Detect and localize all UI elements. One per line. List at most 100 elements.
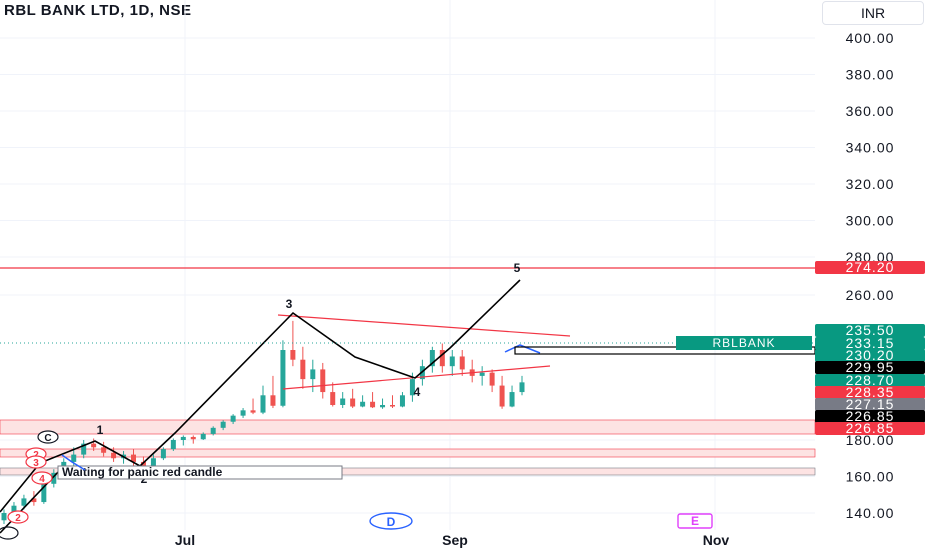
support-zone-upper [0, 419, 816, 435]
price-tag-value: 235.50 [846, 322, 895, 338]
price-tag-value: 233.15 [846, 335, 895, 351]
y-tick-label: 300.00 [846, 213, 895, 229]
price-tag [815, 337, 925, 350]
candle-body [180, 436, 186, 440]
x-tick-label: Nov [703, 532, 730, 548]
price-tag [815, 374, 925, 387]
candle-body [360, 401, 366, 407]
candle-body [31, 498, 37, 503]
price-tag [815, 386, 925, 399]
candle-body [479, 372, 485, 376]
candle-body [150, 458, 156, 466]
candle-body [111, 452, 117, 459]
candle-body [51, 472, 57, 484]
price-tag-value: 228.70 [846, 372, 895, 388]
earnings-marker [677, 513, 713, 529]
dividend-marker-label: D [387, 515, 396, 529]
support-zone-middle [0, 448, 816, 458]
candle-body [81, 443, 87, 455]
candle-body [499, 385, 505, 407]
wave-circle-marker [37, 430, 59, 444]
price-tag [815, 324, 925, 337]
candle-body [190, 436, 196, 440]
candle-body [280, 350, 286, 406]
price-tag [815, 398, 925, 411]
symbol-badge [676, 336, 812, 350]
wave-circle-label: 3 [33, 458, 39, 469]
wave-circle-marker [7, 510, 29, 524]
candle-body [71, 454, 77, 462]
candle-body [240, 410, 246, 416]
candle-body [449, 356, 455, 367]
y-tick-label: 360.00 [846, 103, 895, 119]
chart-title: RBL BANK LTD, 1D, NSE [4, 2, 192, 19]
price-tag [815, 410, 925, 423]
candle-body [489, 372, 495, 386]
wave-circle-marker [31, 471, 53, 485]
time-axis: Jul Sep Nov D E [175, 512, 730, 548]
support-zones [0, 419, 816, 476]
price-axis: 140.00160.00180.00260.00280.00300.00320.… [846, 30, 895, 521]
price-range-box [514, 346, 816, 355]
candle-body [210, 427, 216, 434]
projection-arrow [504, 344, 541, 354]
wave-circle-marker [0, 526, 19, 540]
candle-body [91, 443, 97, 448]
drawings: 12345C2342Waiting for panic red candleRB… [0, 261, 816, 540]
candle-body [330, 392, 336, 405]
price-tag-value: 229.95 [846, 359, 895, 375]
price-tag [815, 361, 925, 374]
candle-body [459, 356, 465, 370]
candle-body [399, 395, 405, 407]
note-box [57, 465, 343, 480]
support-zone-lower [0, 467, 816, 476]
x-tick-label: Sep [442, 532, 468, 548]
candle-body [11, 505, 17, 513]
candle-body [101, 447, 107, 453]
price-tag-value: 228.35 [846, 384, 895, 400]
candle-body [300, 359, 306, 380]
candle-body [370, 401, 376, 408]
y-tick-label: 340.00 [846, 140, 895, 156]
candle-body [41, 483, 47, 503]
candle-body [409, 379, 415, 396]
candle-body [270, 395, 276, 406]
candle-body [439, 350, 445, 367]
wave-label: 3 [286, 297, 293, 311]
candle-body [220, 421, 226, 428]
candle-body [340, 398, 346, 405]
candle-body [509, 392, 515, 407]
candle-body [310, 369, 316, 380]
price-tag-value: 226.85 [846, 408, 895, 424]
y-tick-label: 180.00 [846, 432, 895, 448]
candle-body [260, 395, 266, 413]
wave-circle-label: 4 [39, 474, 45, 485]
candle-body [519, 382, 525, 393]
candle-body [320, 369, 326, 393]
wave-circle-marker [25, 455, 47, 469]
elliott-wave-path [0, 279, 521, 513]
price-tag-value: 230.20 [846, 347, 895, 363]
candle-body [290, 350, 296, 360]
candle-body [429, 350, 435, 367]
wave-circle-label: 2 [15, 513, 21, 524]
candle-body [200, 433, 206, 440]
y-tick-label: 140.00 [846, 505, 895, 521]
x-tick-label: Jul [175, 532, 195, 548]
chart-grid [0, 0, 815, 530]
y-tick-label: 160.00 [846, 469, 895, 485]
candle-body [1, 513, 7, 521]
currency-selector[interactable]: INR [822, 1, 924, 25]
wave-label: 5 [514, 261, 521, 275]
note-text: Waiting for panic red candle [62, 465, 223, 479]
candle-body [131, 454, 136, 462]
y-tick-label: 260.00 [846, 287, 895, 303]
dividend-marker [369, 512, 413, 530]
candle-body [380, 405, 386, 408]
price-tag [815, 422, 925, 435]
wave-circle-label: C [44, 433, 51, 444]
wave-label: 1 [97, 423, 104, 437]
candle-body [21, 498, 27, 506]
triangle-upper-line [277, 314, 571, 337]
